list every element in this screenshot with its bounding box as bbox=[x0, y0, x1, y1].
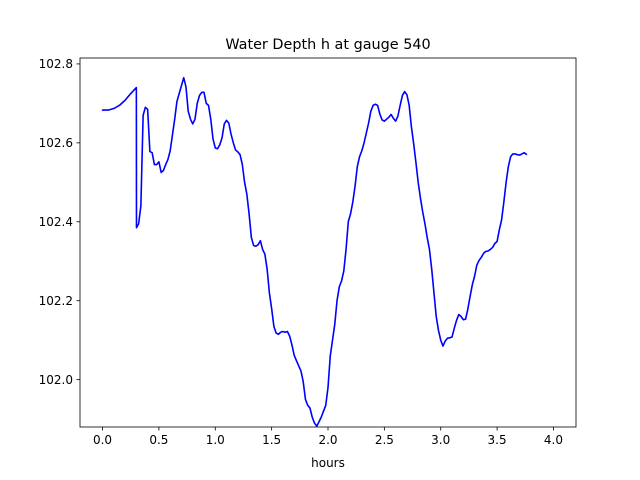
x-tick-label: 0.0 bbox=[93, 433, 112, 447]
y-tick-label: 102.6 bbox=[39, 136, 73, 150]
x-tick-label: 3.0 bbox=[431, 433, 450, 447]
chart-title: Water Depth h at gauge 540 bbox=[225, 37, 430, 53]
y-tick-label: 102.0 bbox=[39, 373, 73, 387]
x-tick-label: 0.5 bbox=[149, 433, 168, 447]
y-axis: 102.0 102.2 102.4 102.6 102.8 bbox=[39, 57, 80, 387]
x-tick-label: 1.0 bbox=[206, 433, 225, 447]
y-tick-label: 102.8 bbox=[39, 57, 73, 71]
y-tick-label: 102.2 bbox=[39, 294, 73, 308]
x-tick-label: 1.5 bbox=[262, 433, 281, 447]
x-axis-label: hours bbox=[311, 456, 345, 470]
x-tick-label: 4.0 bbox=[544, 433, 563, 447]
y-tick-label: 102.4 bbox=[39, 215, 73, 229]
series-line bbox=[101, 76, 528, 428]
x-axis: 0.0 0.5 1.0 1.5 2.0 2.5 3.0 3.5 4.0 bbox=[93, 427, 563, 447]
x-tick-label: 2.0 bbox=[318, 433, 337, 447]
x-tick-label: 2.5 bbox=[375, 433, 394, 447]
x-tick-label: 3.5 bbox=[488, 433, 507, 447]
